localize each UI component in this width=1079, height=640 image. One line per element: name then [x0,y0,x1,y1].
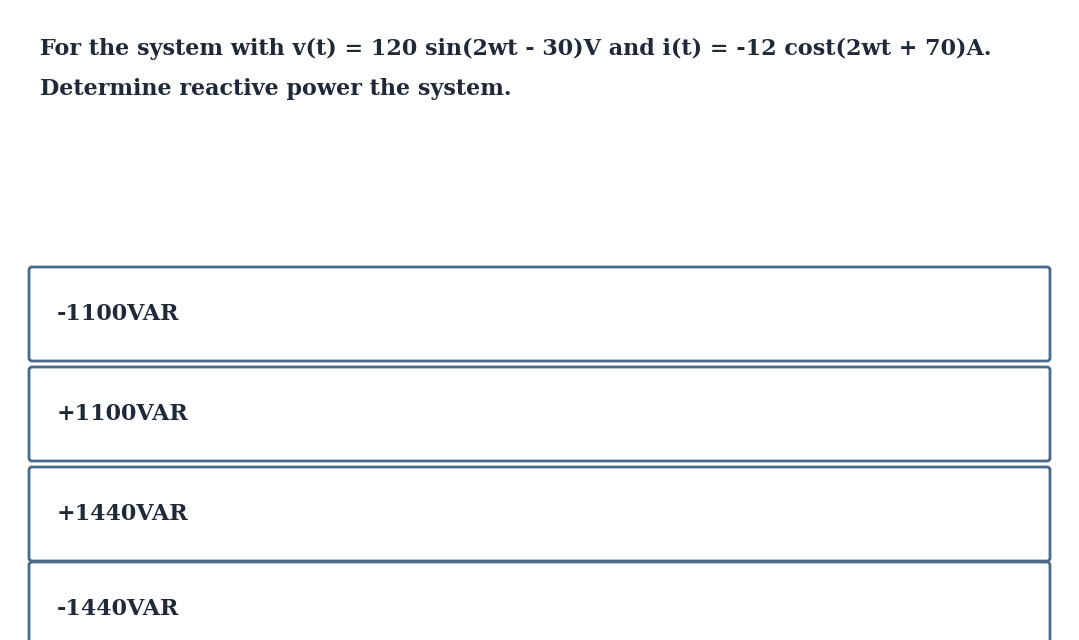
FancyBboxPatch shape [29,367,1050,461]
Text: Determine reactive power the system.: Determine reactive power the system. [40,78,511,100]
Text: For the system with v(t) = 120 sin(2wt - 30)V and i(t) = -12 cost(2wt + 70)A.: For the system with v(t) = 120 sin(2wt -… [40,38,992,60]
Text: +1100VAR: +1100VAR [57,403,189,425]
FancyBboxPatch shape [29,467,1050,561]
FancyBboxPatch shape [29,562,1050,640]
Text: -1100VAR: -1100VAR [57,303,179,325]
FancyBboxPatch shape [29,267,1050,361]
Text: -1440VAR: -1440VAR [57,598,179,620]
Text: +1440VAR: +1440VAR [57,503,189,525]
